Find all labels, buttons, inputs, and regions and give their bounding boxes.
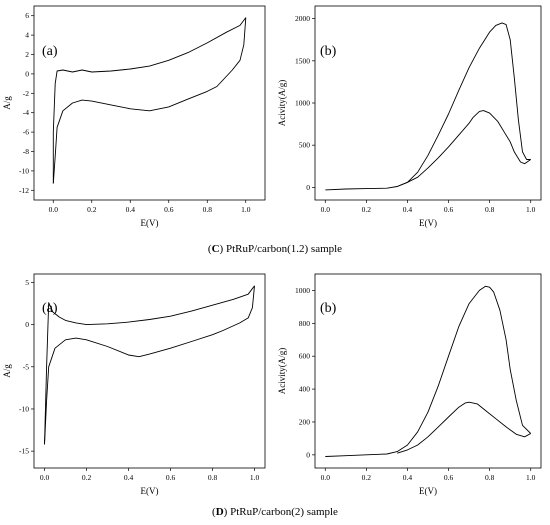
x-tick-label: 1.0 xyxy=(526,205,536,214)
x-tick-label: 0.4 xyxy=(403,205,413,214)
x-tick-label: 0.6 xyxy=(444,473,454,482)
x-axis-label: E(V) xyxy=(419,486,437,496)
x-tick-label: 0.8 xyxy=(485,205,495,214)
caption-c: (C) PtRuP/carbon(1.2) sample xyxy=(207,243,343,255)
x-tick-label: 0.8 xyxy=(485,473,495,482)
chart-d-b: 0.0 0.2 0.4 0.6 0.8 1.0 0 200 400 600 800 1000 E(V) A… xyxy=(277,273,542,496)
y-tick-label: -4 xyxy=(23,108,29,117)
y-tick-label: 1000 xyxy=(295,99,310,108)
y-axis-label: A/g xyxy=(2,364,12,378)
y-tick-label: 0 xyxy=(25,69,29,78)
plot-frame xyxy=(314,273,542,469)
panel-label: (b) xyxy=(320,44,337,59)
y-tick-label: -12 xyxy=(19,186,29,195)
x-tick-label: 0.0 xyxy=(49,205,59,214)
x-tick-label: 0.8 xyxy=(208,473,218,482)
y-tick-label: 0 xyxy=(25,320,29,329)
x-tick-label: 0.0 xyxy=(321,473,331,482)
x-tick-label: 0.8 xyxy=(203,205,213,214)
series-line-forward xyxy=(325,22,531,191)
y-tick-label: 5 xyxy=(25,278,29,287)
plot-frame xyxy=(314,5,542,201)
y-tick-label: 1500 xyxy=(295,56,310,65)
x-tick-label: 0.4 xyxy=(403,473,413,482)
x-tick-label: 0.0 xyxy=(321,205,331,214)
y-tick-label: 0 xyxy=(306,450,310,459)
y-tick-label: -6 xyxy=(23,128,29,137)
x-tick-label: 0.4 xyxy=(124,473,134,482)
x-tick-label: 0.2 xyxy=(362,473,372,482)
y-tick-label: -10 xyxy=(19,166,29,175)
x-tick-label: 1.0 xyxy=(241,205,251,214)
y-tick-label: -10 xyxy=(19,404,29,413)
series-line-reverse xyxy=(397,401,531,454)
y-tick-label: -15 xyxy=(19,447,29,456)
x-tick-label: 0.6 xyxy=(166,473,176,482)
y-tick-label: 6 xyxy=(25,11,29,20)
panel-label: (b) xyxy=(320,301,337,316)
series-line-reverse xyxy=(44,285,255,445)
x-tick-label: 0.0 xyxy=(40,473,50,482)
x-tick-label: 0.4 xyxy=(126,205,136,214)
x-tick-label: 0.6 xyxy=(164,205,174,214)
x-tick-label: 0.2 xyxy=(87,205,97,214)
panel-label: (a) xyxy=(42,44,58,59)
y-tick-label: 500 xyxy=(299,141,311,150)
series-line-reverse xyxy=(397,110,531,187)
series-line-forward xyxy=(44,285,255,445)
y-axis-label: A/g xyxy=(2,96,12,110)
x-tick-label: 0.2 xyxy=(362,205,372,214)
y-tick-label: 200 xyxy=(299,417,311,426)
series-line-reverse xyxy=(52,17,247,184)
y-tick-label: 2 xyxy=(25,50,29,59)
x-axis-label: E(V) xyxy=(141,486,159,496)
y-tick-label: 1000 xyxy=(295,286,310,295)
x-tick-label: 0.2 xyxy=(82,473,92,482)
chart-c-a: 0.0 0.2 0.4 0.6 0.8 1.0 -12 -10 -8 -6 -4 -2 0 2 4 6 E(V)… xyxy=(2,5,266,228)
x-axis-label: E(V) xyxy=(419,218,437,228)
y-tick-label: -8 xyxy=(23,147,29,156)
caption-d: (D) PtRuP/carbon(2) sample xyxy=(212,506,338,518)
y-tick-label: 400 xyxy=(299,385,311,394)
x-axis-label: E(V) xyxy=(141,218,159,228)
y-tick-label: 2000 xyxy=(295,14,310,23)
y-axis-label: Acivity(A/g) xyxy=(277,80,287,127)
series-line-forward xyxy=(52,17,247,184)
x-tick-label: 0.6 xyxy=(444,205,454,214)
series-line-forward xyxy=(325,285,532,457)
plot-frame xyxy=(33,5,266,201)
plot-frame xyxy=(33,273,266,469)
x-tick-label: 1.0 xyxy=(526,473,536,482)
y-tick-label: 0 xyxy=(306,183,310,192)
y-tick-label: 600 xyxy=(299,352,311,361)
y-tick-label: -5 xyxy=(23,362,29,371)
x-tick-label: 1.0 xyxy=(250,473,260,482)
y-tick-label: 800 xyxy=(299,319,311,328)
chart-c-b: 0.0 0.2 0.4 0.6 0.8 1.0 0 500 1000 1500 2000 E(V) Ac… xyxy=(277,5,542,228)
y-axis-label: Acivity(A/g) xyxy=(277,348,287,395)
y-tick-label: 4 xyxy=(25,31,29,40)
y-tick-label: -2 xyxy=(23,89,29,98)
